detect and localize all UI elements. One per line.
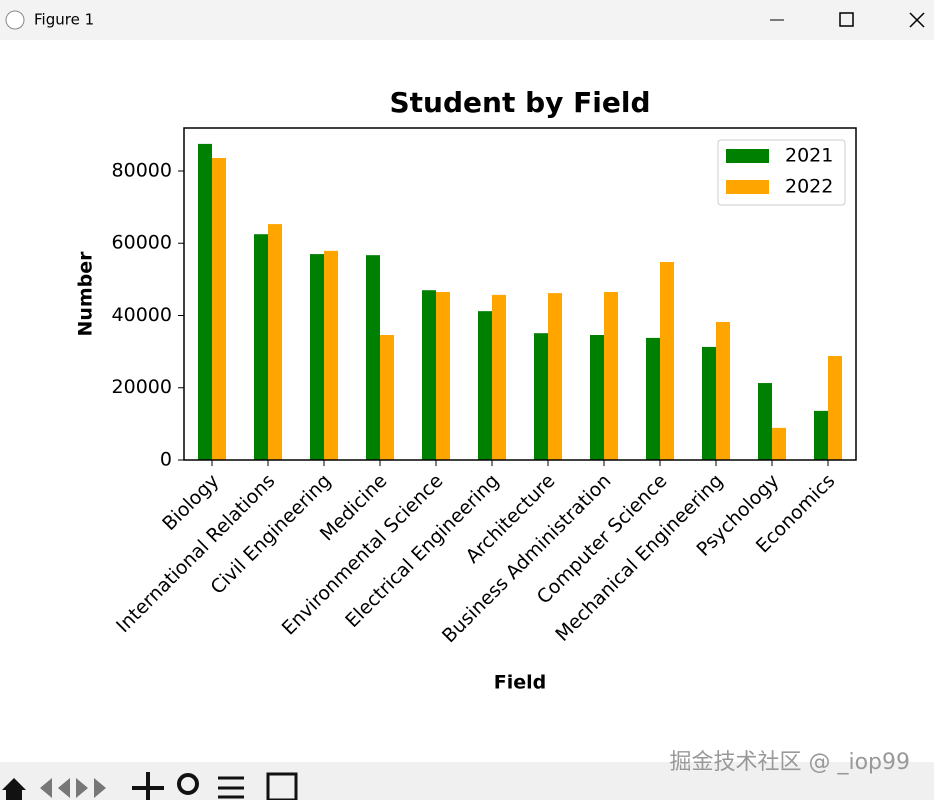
bar bbox=[254, 234, 268, 460]
bar bbox=[310, 254, 324, 460]
y-tick-label: 20000 bbox=[112, 376, 172, 398]
close-button[interactable] bbox=[909, 12, 925, 28]
bar bbox=[436, 292, 450, 460]
x-axis-label: Field bbox=[494, 672, 547, 694]
watermark: 掘金技术社区 @ _iop99 bbox=[669, 750, 910, 775]
app-icon bbox=[5, 10, 25, 30]
toolbar bbox=[0, 762, 934, 800]
bar bbox=[492, 294, 506, 460]
forward-button[interactable] bbox=[76, 778, 106, 798]
bar bbox=[478, 311, 492, 460]
pan-button[interactable] bbox=[132, 772, 164, 800]
legend-label: 2021 bbox=[785, 145, 833, 167]
y-tick-label: 0 bbox=[160, 449, 172, 471]
configure-button[interactable] bbox=[218, 776, 244, 799]
bar bbox=[604, 292, 618, 460]
bar bbox=[702, 346, 716, 460]
legend-swatch bbox=[726, 180, 769, 194]
bar bbox=[268, 224, 282, 460]
bar bbox=[660, 262, 674, 460]
bar bbox=[366, 255, 380, 460]
back-button[interactable] bbox=[40, 778, 70, 798]
y-axis-label: Number bbox=[75, 251, 97, 337]
window-title: Figure 1 bbox=[34, 11, 94, 29]
bar bbox=[422, 290, 436, 460]
bar bbox=[212, 157, 226, 460]
bar bbox=[324, 250, 338, 460]
bar bbox=[772, 427, 786, 460]
maximize-button[interactable] bbox=[839, 12, 854, 27]
axes-frame bbox=[183, 127, 857, 461]
bar bbox=[716, 321, 730, 460]
bar bbox=[534, 333, 548, 460]
y-tick-label: 60000 bbox=[112, 232, 172, 254]
bar bbox=[590, 335, 604, 460]
y-tick-label: 80000 bbox=[112, 159, 172, 181]
bar bbox=[814, 410, 828, 460]
bar bbox=[198, 143, 212, 460]
zoom-button[interactable] bbox=[177, 773, 199, 795]
home-button[interactable] bbox=[2, 778, 26, 800]
bar bbox=[828, 355, 842, 460]
bar bbox=[646, 337, 660, 460]
legend-swatch bbox=[726, 149, 769, 163]
bar bbox=[380, 335, 394, 460]
legend-label: 2022 bbox=[785, 176, 833, 198]
bar bbox=[548, 293, 562, 460]
chart-title: Student by Field bbox=[390, 86, 651, 119]
title-bar bbox=[0, 0, 934, 40]
bar bbox=[758, 383, 772, 460]
y-tick-label: 40000 bbox=[112, 304, 172, 326]
